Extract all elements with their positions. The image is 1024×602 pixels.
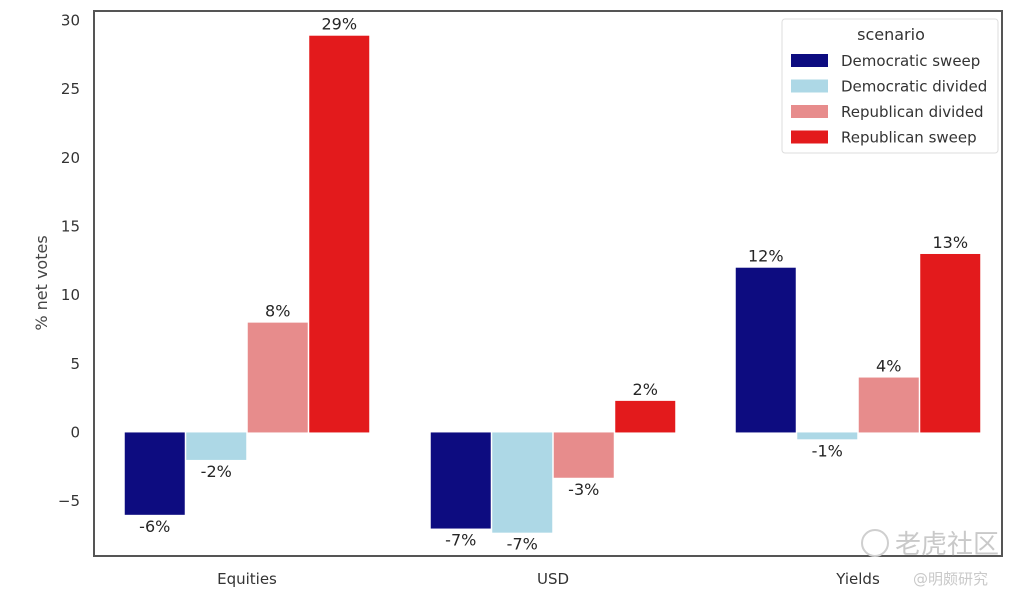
legend-swatch xyxy=(791,130,828,144)
legend-label: Democratic divided xyxy=(841,78,987,96)
bar xyxy=(124,432,185,515)
y-axis-ticks: 30 25 20 15 10 5 0 −5 xyxy=(58,12,80,510)
y-tick-label: 25 xyxy=(61,80,80,98)
bar xyxy=(735,267,796,433)
bar xyxy=(186,432,247,460)
bar xyxy=(615,400,676,433)
data-labels: -6% -7% 12% -2% -7% -1% 8% -3% 4% 29% 2% 13% xyxy=(139,15,968,554)
y-tick-label: 30 xyxy=(61,12,80,30)
bar xyxy=(430,432,491,529)
y-tick-label: −5 xyxy=(58,492,80,510)
data-label: -2% xyxy=(201,462,232,481)
watermark-sub: @明颇研究 xyxy=(913,570,988,588)
watermark-main: 老虎社区 xyxy=(895,530,999,560)
y-tick-label: 10 xyxy=(61,286,80,304)
legend-label: Republican divided xyxy=(841,103,984,121)
y-axis-label: % net votes xyxy=(32,235,51,330)
data-label: -1% xyxy=(812,441,843,460)
bar xyxy=(797,432,858,440)
data-label: 2% xyxy=(633,380,658,399)
legend: scenario Democratic sweep Democratic divi… xyxy=(781,18,999,154)
bar xyxy=(553,432,614,478)
legend-label: Democratic sweep xyxy=(841,52,980,70)
legend-label: Republican sweep xyxy=(841,129,977,147)
bars xyxy=(124,35,981,533)
y-tick-label: 20 xyxy=(61,149,80,167)
x-tick-label: Yields xyxy=(835,570,880,588)
legend-swatch xyxy=(791,79,828,93)
data-label: 13% xyxy=(932,233,968,252)
bar xyxy=(920,253,981,433)
bar xyxy=(858,377,919,433)
data-label: 8% xyxy=(265,302,290,321)
data-label: -6% xyxy=(139,517,170,536)
x-tick-label: Equities xyxy=(217,570,277,588)
data-label: -7% xyxy=(507,535,538,554)
x-tick-label: USD xyxy=(537,570,569,588)
bar xyxy=(247,322,308,433)
legend-swatch xyxy=(791,54,828,67)
data-label: -3% xyxy=(568,480,599,499)
data-label: 12% xyxy=(748,247,784,266)
x-axis-ticks: Equities USD Yields xyxy=(217,570,880,588)
data-label: 29% xyxy=(321,15,357,34)
legend-swatch xyxy=(791,105,828,118)
bar xyxy=(309,35,370,433)
legend-title: scenario xyxy=(857,25,925,44)
y-tick-label: 5 xyxy=(70,355,80,373)
legend-box xyxy=(781,18,999,154)
watermark: 老虎社区 @明颇研究 xyxy=(861,529,999,588)
watermark-logo-icon xyxy=(861,529,889,557)
bar xyxy=(492,432,553,533)
data-label: 4% xyxy=(876,357,901,376)
data-label: -7% xyxy=(445,531,476,550)
y-tick-label: 15 xyxy=(61,218,80,236)
y-tick-label: 0 xyxy=(70,423,80,441)
